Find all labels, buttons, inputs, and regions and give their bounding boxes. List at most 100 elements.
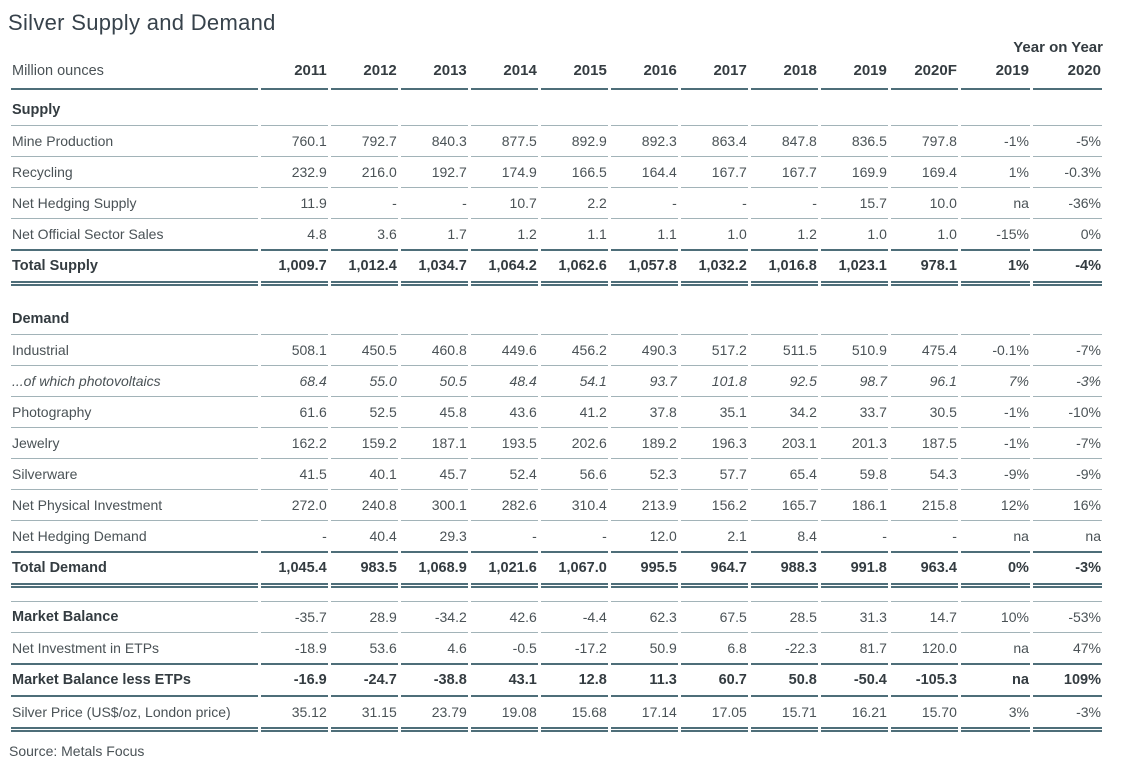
cell-value: 30.5: [890, 397, 958, 428]
cell-value: 16%: [1032, 490, 1102, 521]
cell-value: 120.0: [921, 640, 957, 656]
cell-value: 1.0: [727, 226, 747, 242]
cell-value: 68.4: [260, 366, 328, 397]
row-label: Total Supply: [11, 249, 258, 286]
cell-value: 41.2: [540, 397, 608, 428]
cell-value: 0%: [1080, 226, 1101, 242]
cell-value: 166.5: [540, 157, 608, 188]
cell-value: -1%: [960, 428, 1030, 459]
cell-value: -: [330, 188, 398, 219]
cell-value: na: [960, 663, 1030, 697]
cell-value: 836.5: [820, 126, 888, 157]
cell-value: 203.1: [750, 428, 818, 459]
cell-value: 61.6: [260, 397, 328, 428]
cell-value: -1%: [960, 397, 1030, 428]
cell-value: 15.71: [750, 697, 818, 732]
cell-value: 192.7: [400, 157, 468, 188]
cell-value: -24.7: [330, 663, 398, 697]
cell-value: 892.3: [610, 126, 678, 157]
spacer-cell: [261, 588, 328, 601]
row-label: Silverware: [11, 459, 258, 490]
cell-value: [820, 90, 888, 126]
cell-value: 28.5: [750, 601, 818, 633]
cell-value: 162.2: [260, 428, 328, 459]
cell-value: 31.15: [330, 697, 398, 732]
cell-value: 1,021.6: [470, 551, 538, 588]
cell-value: 43.1: [470, 663, 538, 697]
table-row: Total Demand 1,045.4 983.5 1,068.9 1,021.6 1,…: [11, 551, 1102, 588]
row-label: Net Official Sector Sales: [12, 226, 164, 242]
cell-value: 1.1: [657, 226, 677, 242]
spacer-cell: [681, 588, 748, 601]
cell-value: 1.7: [447, 226, 467, 242]
table-row: Silverware 41.5 40.1 45.7 52.4 56.6 52.3 57.7 65…: [11, 459, 1102, 490]
cell-value: 16.21: [820, 697, 888, 732]
row-label: Jewelry: [11, 428, 258, 459]
cell-value: 12.0: [649, 528, 677, 544]
cell-value: -18.9: [294, 640, 327, 656]
year-on-year-header: Year on Year: [1013, 39, 1103, 56]
cell-value: 174.9: [470, 157, 538, 188]
spacer-cell: [1033, 588, 1102, 601]
cell-value: 189.2: [610, 428, 678, 459]
cell-value: 1,032.2: [680, 249, 748, 286]
cell-value: -105.3: [890, 663, 958, 697]
cell-value: -9%: [1032, 459, 1102, 490]
cell-value: 1.2: [517, 226, 537, 242]
table-row: Jewelry 162.2 159.2 187.1 193.5 202.6 189.2 196…: [11, 428, 1102, 459]
cell-value: 29.3: [439, 528, 467, 544]
cell-value: 475.4: [890, 335, 958, 366]
cell-value: [540, 90, 608, 126]
spacer-cell: [471, 588, 538, 601]
cell-value: 1.1: [587, 226, 607, 242]
source-note: Source: Metals Focus: [9, 743, 145, 759]
section-row: Demand: [11, 299, 1102, 335]
row-label: Net Physical Investment: [11, 490, 258, 521]
cell-value: 1.0: [937, 226, 957, 242]
cell-value: 1,009.7: [260, 249, 328, 286]
cell-value: 450.5: [330, 335, 398, 366]
supply-demand-table: Million ounces 2011 2012 2013 2014 2015 2016 2…: [8, 58, 1105, 732]
cell-value: 877.5: [470, 126, 538, 157]
cell-value: 23.79: [400, 697, 468, 732]
cell-value: -17.2: [574, 640, 607, 656]
cell-value: 167.7: [680, 157, 748, 188]
cell-value: -0.1%: [960, 335, 1030, 366]
table-row: Mine Production 760.1 792.7 840.3 877.5 892.9…: [11, 126, 1102, 157]
cell-value: 792.7: [330, 126, 398, 157]
cell-value: 213.9: [610, 490, 678, 521]
cell-value: -: [680, 188, 748, 219]
cell-value: [330, 90, 398, 126]
spacer-row: [11, 286, 1102, 299]
cell-value: 1,067.0: [540, 551, 608, 588]
cell-value: 65.4: [750, 459, 818, 490]
row-label: Total Demand: [11, 551, 258, 588]
spacer-cell: [611, 588, 678, 601]
cell-value: 52.4: [470, 459, 538, 490]
cell-value: 510.9: [820, 335, 888, 366]
cell-value: [680, 299, 748, 335]
cell-value: 50.9: [649, 640, 677, 656]
cell-value: 232.9: [260, 157, 328, 188]
cell-value: 60.7: [680, 663, 748, 697]
cell-value: 169.9: [820, 157, 888, 188]
cell-value: 988.3: [750, 551, 818, 588]
table-row: Market Balance -35.7 28.9 -34.2 42.6 -4.4 62.3…: [11, 601, 1102, 633]
cell-value: -7%: [1032, 335, 1102, 366]
cell-value: 40.4: [369, 528, 397, 544]
cell-value: 1,012.4: [330, 249, 398, 286]
cell-value: 92.5: [750, 366, 818, 397]
cell-value: [400, 299, 468, 335]
row-label: Mine Production: [11, 126, 258, 157]
cell-value: 33.7: [820, 397, 888, 428]
cell-value: -3%: [1032, 551, 1102, 588]
cell-value: 40.1: [330, 459, 398, 490]
spacer-row: [11, 588, 1102, 601]
cell-value: [260, 299, 328, 335]
cell-value: -5%: [1032, 126, 1102, 157]
cell-value: na: [1013, 640, 1029, 656]
cell-value: [890, 90, 958, 126]
cell-value: 863.4: [680, 126, 748, 157]
spacer-cell: [541, 286, 608, 299]
cell-value: 52.3: [610, 459, 678, 490]
